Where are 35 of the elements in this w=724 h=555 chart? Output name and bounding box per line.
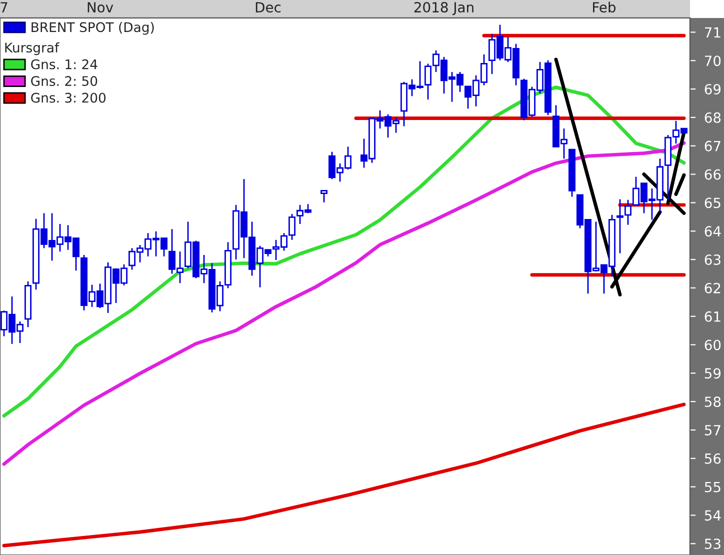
y-tick-label: 61 xyxy=(704,311,720,322)
line-series xyxy=(2,141,686,466)
candlestick xyxy=(624,199,632,226)
x-tick-label: 2018 Jan xyxy=(414,2,474,16)
x-tick-label: Nov xyxy=(88,2,114,13)
y-tick-label: 53 xyxy=(704,538,720,550)
y-tick-label: 57 xyxy=(704,425,720,436)
x-tick-label: Feb xyxy=(593,2,616,13)
y-tick-label: 71 xyxy=(705,27,720,38)
y-tick-label: 67 xyxy=(704,140,720,152)
y-tick-label: 54 xyxy=(704,510,721,521)
y-tick-label: 68 xyxy=(704,112,721,123)
legend-label: Gns. 2: 50 xyxy=(31,76,98,86)
y-tick-label: 56 xyxy=(704,453,721,464)
legend-label: Gns. 1: 24 xyxy=(31,59,98,70)
y-tick-label: 59 xyxy=(704,368,721,379)
y-tick-label: 64 xyxy=(704,226,721,237)
legend-label: Gns. 3: 200 xyxy=(31,92,106,103)
y-tick-label: 65 xyxy=(704,198,720,208)
y-tick-label: 66 xyxy=(704,169,721,180)
y-tick-label: 69 xyxy=(704,84,721,94)
x-tick-label: Dec xyxy=(256,2,281,13)
y-tick-label: 62 xyxy=(704,282,720,294)
candlestick xyxy=(616,198,624,254)
y-tick-label: 58 xyxy=(704,396,721,408)
x-tick-label: 7 xyxy=(0,2,8,12)
line-series xyxy=(2,402,686,548)
candlestick xyxy=(320,190,328,204)
legend-label: BRENT SPOT (Dag) xyxy=(32,22,154,35)
legend-title: Kursgraf xyxy=(5,42,60,56)
y-tick-label: 63 xyxy=(704,254,720,265)
y-tick-label: 70 xyxy=(705,56,721,66)
y-tick-label: 55 xyxy=(704,482,720,492)
line-series xyxy=(2,86,686,418)
y-tick-label: 60 xyxy=(704,340,721,350)
